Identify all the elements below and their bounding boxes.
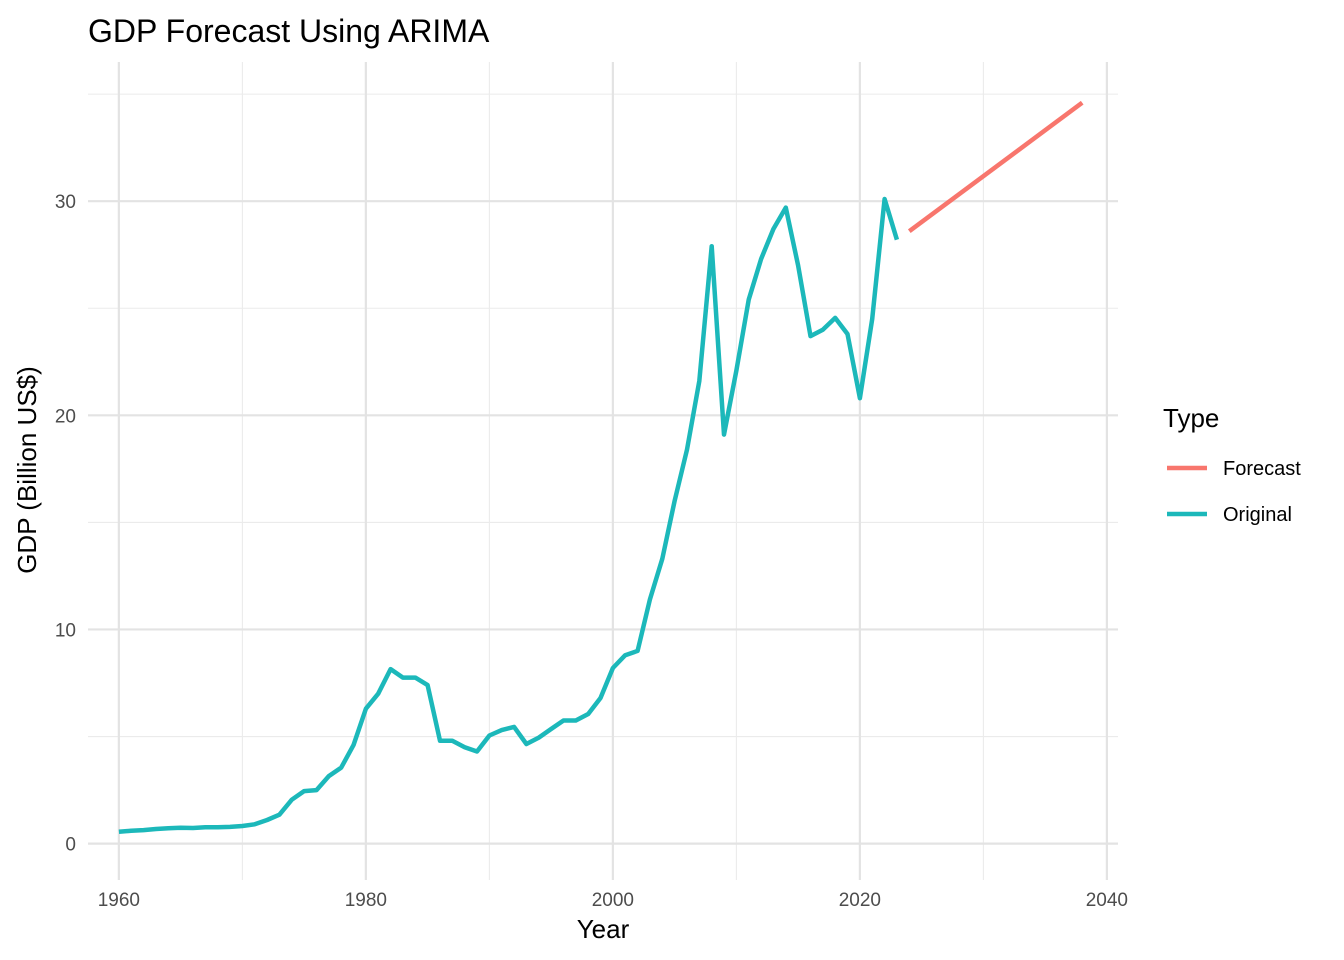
legend-label-original: Original	[1223, 504, 1292, 526]
y-tick-label: 0	[65, 835, 76, 856]
x-tick-label: 1960	[98, 890, 140, 911]
y-tick-label: 10	[55, 620, 76, 641]
legend-items: Forecast Original	[1167, 458, 1301, 526]
y-axis-title: GDP (Billion US$)	[12, 366, 42, 574]
x-tick-label: 1980	[345, 890, 387, 911]
legend-label-forecast: Forecast	[1223, 458, 1301, 480]
y-axis-ticks: 0 10 20 30	[55, 192, 76, 855]
x-axis-title: Year	[577, 914, 630, 944]
series-lines	[118, 100, 1084, 835]
grid	[88, 62, 1118, 880]
x-tick-label: 2040	[1086, 890, 1128, 911]
chart-title: GDP Forecast Using ARIMA	[88, 13, 490, 49]
y-tick-label: 30	[55, 192, 76, 213]
series-line-forecast	[907, 100, 1084, 234]
legend: Type Forecast Original	[1163, 403, 1301, 526]
y-tick-label: 20	[55, 406, 76, 427]
x-tick-label: 2020	[839, 890, 881, 911]
x-axis-ticks: 1960 1980 2000 2020 2040	[98, 890, 1128, 911]
x-tick-label: 2000	[592, 890, 634, 911]
legend-title: Type	[1163, 403, 1219, 433]
series-line-original	[118, 196, 900, 835]
